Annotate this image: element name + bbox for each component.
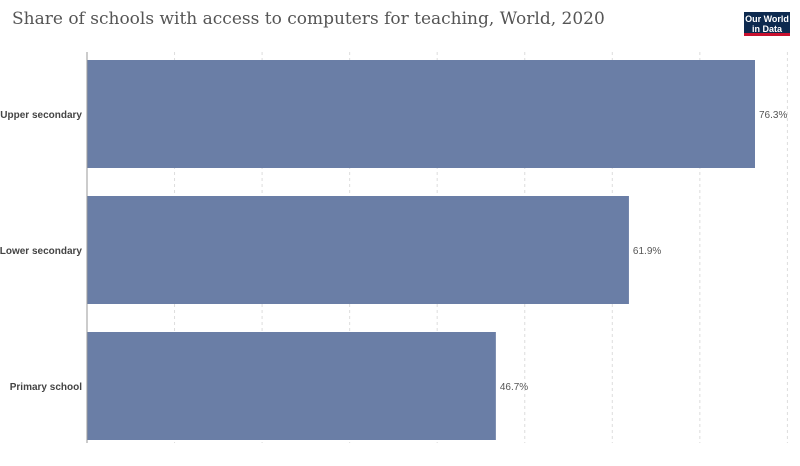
- category-label: Lower secondary: [0, 246, 82, 257]
- owid-logo[interactable]: Our World in Data: [744, 12, 790, 36]
- bars: Upper secondary 76.3% Lower secondary 61.9%…: [0, 60, 787, 440]
- category-label: Primary school: [10, 382, 82, 393]
- category-label: Upper secondary: [0, 110, 82, 121]
- bar-lower-secondary[interactable]: [87, 196, 629, 304]
- logo-line-1: Our World: [745, 14, 789, 24]
- chart-title: Share of schools with access to computer…: [12, 9, 605, 29]
- value-label: 76.3%: [759, 110, 787, 121]
- logo-line-2: in Data: [751, 24, 782, 34]
- bar-primary-school[interactable]: [87, 332, 496, 440]
- value-label: 61.9%: [633, 246, 661, 257]
- value-label: 46.7%: [500, 382, 528, 393]
- bar-upper-secondary[interactable]: [87, 60, 755, 168]
